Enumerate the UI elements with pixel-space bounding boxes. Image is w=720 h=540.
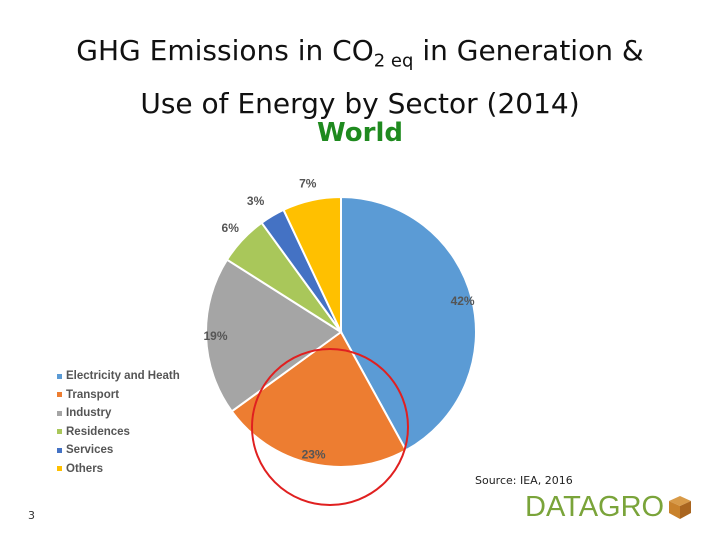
legend-label: Residences — [66, 425, 130, 438]
pie-slice-electricity-and-heath — [340, 195, 477, 452]
title-subscript: 2 eq — [373, 50, 414, 72]
title-line-1: GHG Emissions in CO2 eq in Generation & — [0, 30, 720, 83]
legend-label: Transport — [66, 388, 120, 401]
page-number: 3 — [28, 509, 35, 522]
pie-slice-others — [282, 195, 342, 333]
legend-item-services: Services — [57, 441, 180, 460]
title-prefix: GHG Emissions in CO — [76, 34, 374, 67]
data-label-industry: 19% — [203, 329, 227, 343]
data-label-residences: 6% — [222, 221, 240, 235]
cube-icon — [669, 496, 692, 519]
highlight-circle — [251, 348, 409, 506]
datagro-logo: DATAGRO — [525, 492, 693, 522]
legend-swatch — [57, 429, 62, 435]
title-suffix: in Generation & — [413, 34, 644, 67]
legend-label: Others — [66, 462, 104, 475]
legend-swatch — [57, 447, 62, 453]
data-label-transport: 23% — [302, 448, 326, 462]
legend-item-transport: Transport — [57, 386, 180, 405]
legend-swatch — [57, 466, 62, 472]
legend-swatch — [57, 410, 62, 416]
legend-item-electricity: Electricity and Heath — [57, 367, 180, 386]
legend-item-industry: Industry — [57, 404, 180, 423]
region-title: World — [317, 118, 403, 148]
title-line-2: Use of Energy by Sector (2014) — [140, 86, 580, 120]
legend-label: Industry — [66, 407, 112, 420]
legend-label: Electricity and Heath — [66, 370, 180, 383]
legend-swatch — [57, 373, 62, 379]
chart-title: GHG Emissions in CO2 eq in Generation & … — [0, 30, 720, 125]
source-note: Source: IEA, 2016 — [475, 474, 573, 487]
logo-text: DATAGRO — [525, 491, 665, 523]
data-label-electricity-and-heath: 42% — [451, 294, 475, 308]
legend-item-others: Others — [57, 460, 180, 479]
legend: Electricity and Heath Transport Industry… — [57, 367, 180, 478]
legend-label: Services — [66, 444, 114, 457]
data-label-others: 7% — [299, 177, 317, 191]
legend-item-residences: Residences — [57, 423, 180, 442]
pie-slice-transport — [230, 330, 408, 468]
data-label-services: 3% — [247, 194, 265, 208]
legend-swatch — [57, 392, 62, 398]
pie-slice-industry — [205, 258, 343, 413]
